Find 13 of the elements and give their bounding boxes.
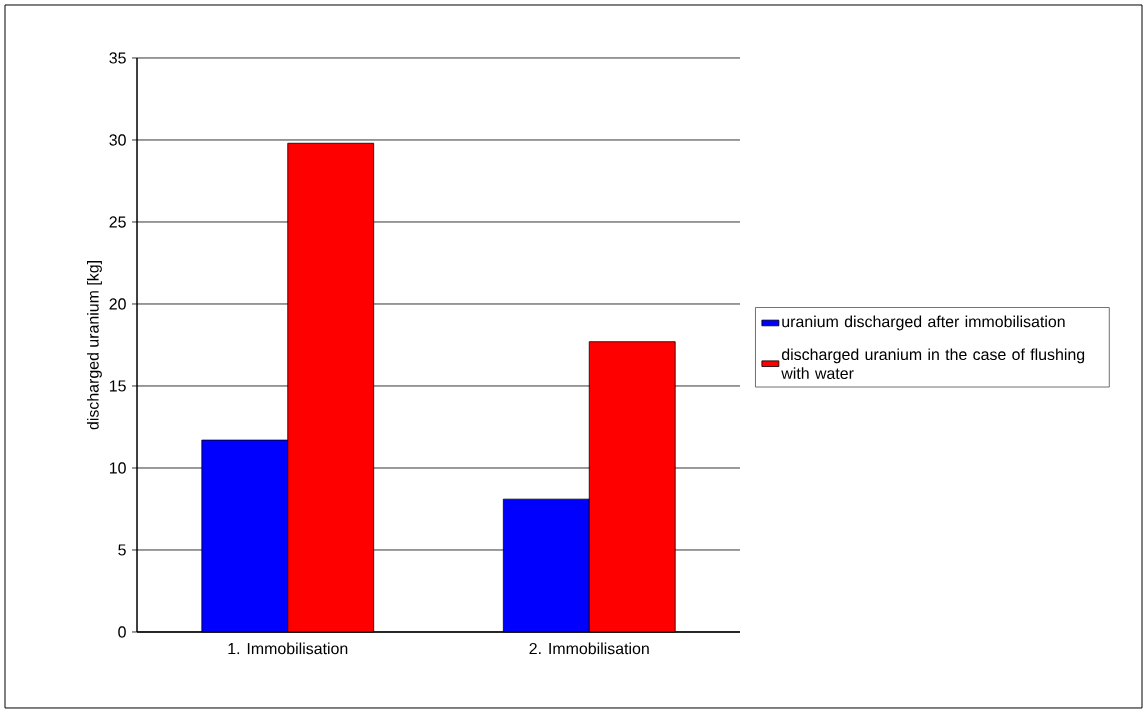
y-axis-title: discharged uranium [kg] [87,261,102,430]
y-tick-label: 30 [109,134,126,146]
y-tick-label: 10 [109,462,126,474]
y-tick-label: 25 [109,216,126,228]
legend-label: uranium discharged after immobilisation [782,315,1065,331]
x-tick-label: 1. Immobilisation [228,642,348,655]
y-tick-label: 35 [109,52,126,64]
y-tick-label: 0 [118,626,126,638]
y-tick-label: 15 [109,380,126,392]
y-tick-label: 5 [118,544,126,556]
x-tick-label: 2. Immobilisation [529,642,649,655]
y-tick-label: 20 [109,298,126,310]
legend-label: discharged uranium in the case of flushing with water [781,348,1085,380]
